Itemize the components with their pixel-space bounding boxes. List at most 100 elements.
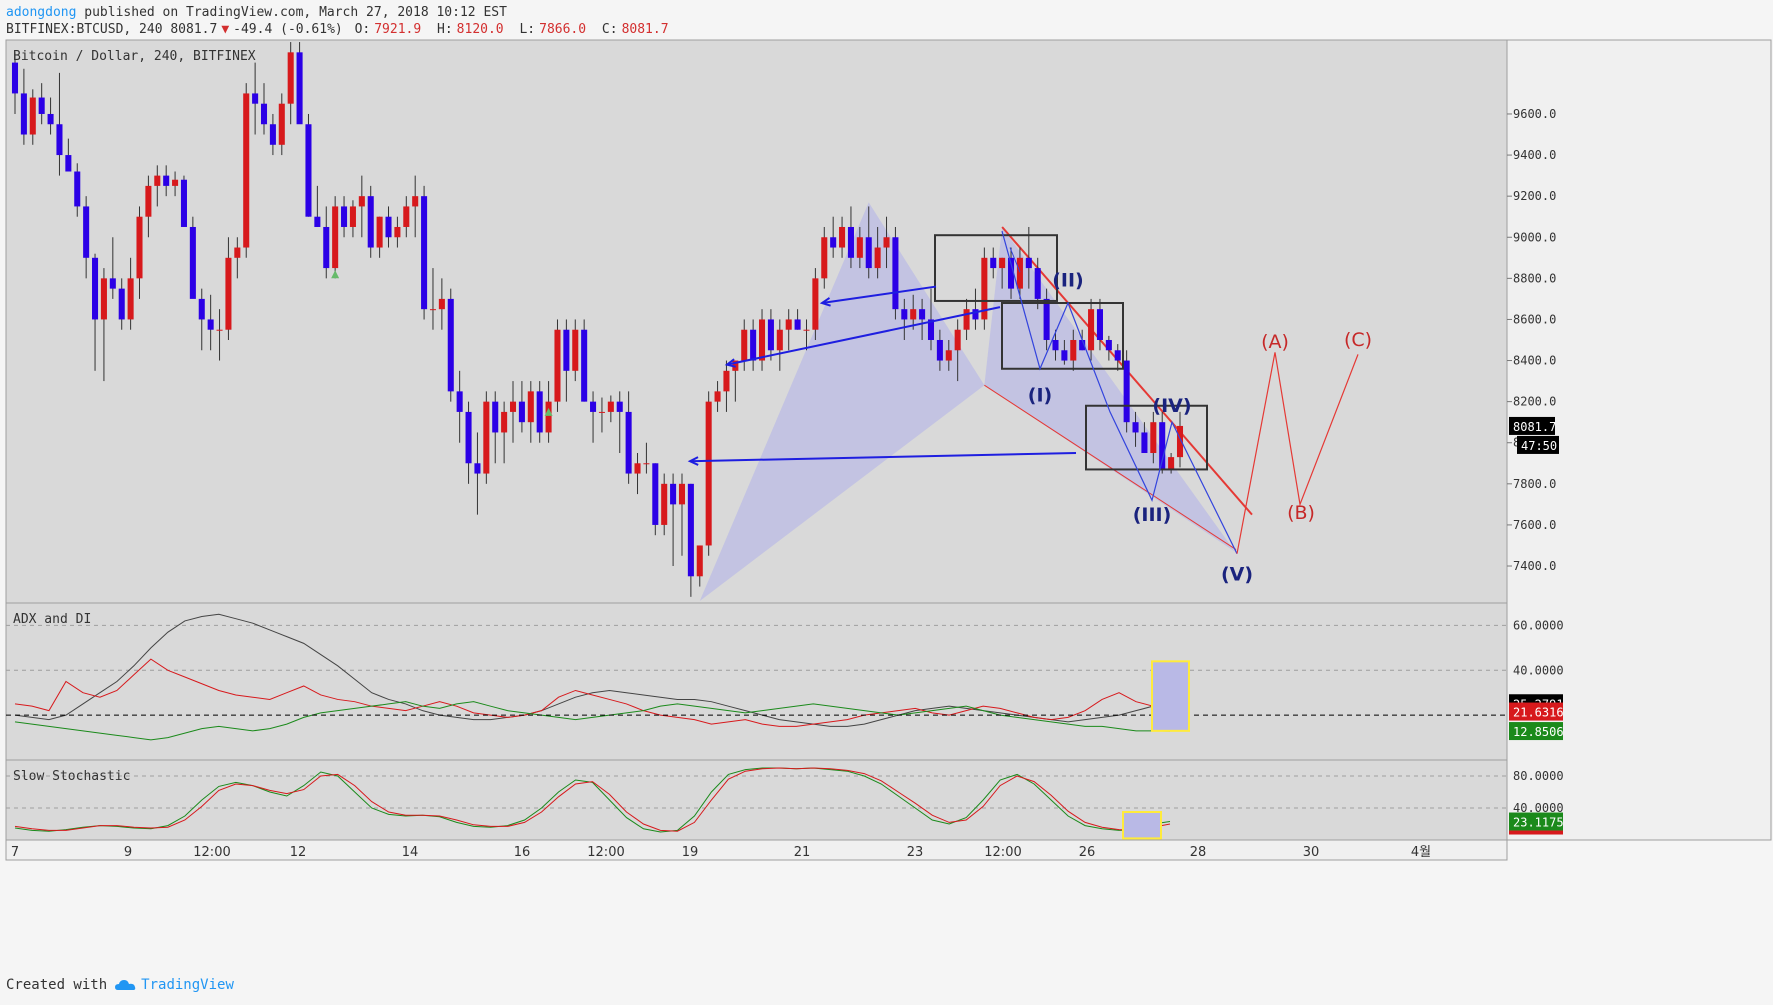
candle-body	[687, 483, 694, 577]
wave-subpath	[1009, 247, 1021, 273]
candle-body	[678, 483, 686, 505]
time-tick-label: 14	[402, 845, 419, 860]
candle-body	[465, 411, 472, 464]
candle-body	[154, 175, 161, 186]
footer: Created with TradingView	[6, 977, 234, 993]
candle-body	[901, 309, 908, 320]
candle-body	[830, 237, 837, 248]
candle-body	[554, 329, 561, 402]
adx-value-box	[1509, 722, 1563, 741]
candle-body	[990, 257, 997, 269]
time-tick-label: 21	[794, 845, 811, 860]
down-arrow-icon: ▼	[221, 22, 230, 37]
author-link[interactable]: adongdong	[6, 5, 77, 20]
arrow-to-point-a	[821, 285, 937, 304]
candle-body	[634, 463, 641, 474]
candle-body	[963, 309, 970, 330]
candle-body	[509, 401, 517, 412]
candle-body	[1168, 457, 1175, 470]
candle-body	[696, 545, 703, 577]
low-value: 7866.0	[539, 22, 587, 37]
wave-label: (III)	[1133, 504, 1172, 526]
wave-box	[934, 234, 1058, 302]
tradingview-brand-label: TradingView	[141, 977, 234, 993]
candle-body	[1096, 309, 1103, 340]
adx-tick-label: 60.0000	[1513, 618, 1564, 632]
candle-body	[714, 391, 721, 402]
wave-label: (V)	[1221, 563, 1253, 585]
candle-body	[892, 237, 899, 310]
candle-body	[412, 196, 419, 207]
stoch-highlight-box	[1122, 811, 1162, 840]
candle-body	[65, 155, 72, 172]
candle-body	[732, 360, 739, 371]
candle-body	[856, 237, 863, 258]
time-tick-label: 9	[124, 845, 132, 860]
candle-body	[341, 206, 348, 227]
candle-body	[278, 103, 285, 145]
last-price-box	[1509, 416, 1555, 435]
candle-body	[260, 103, 268, 125]
candle-body	[563, 329, 570, 371]
wave-path-red	[1236, 352, 1359, 554]
time-tick-label: 12:00	[587, 845, 624, 860]
symbol-line: BITFINEX:BTCUSD, 240 8081.7	[6, 22, 218, 37]
candle-body	[1061, 350, 1068, 361]
candle-body	[145, 185, 152, 217]
tradingview-brand[interactable]: TradingView	[115, 977, 234, 993]
candle-body	[1070, 339, 1077, 361]
candle-body	[172, 179, 179, 186]
price-tick-label: 7600.0	[1513, 518, 1556, 532]
candle-body	[83, 206, 90, 258]
candle-body	[358, 196, 365, 207]
adx-series-line	[14, 701, 1171, 741]
adx-highlight-box	[1151, 660, 1190, 732]
countdown-box	[1517, 435, 1559, 454]
candle-body	[785, 319, 792, 330]
last-price-label: 8081.7	[1513, 420, 1556, 434]
candle-body	[883, 237, 890, 248]
candle-body	[919, 309, 926, 320]
time-axis	[5, 839, 1508, 861]
candle-body	[1034, 268, 1041, 299]
candle-body	[38, 97, 45, 114]
open-label: O:	[354, 22, 371, 37]
stoch-series-line	[14, 767, 1171, 833]
candle-body	[590, 401, 597, 412]
price-tick-label: 9400.0	[1513, 148, 1556, 162]
created-with-text: Created with	[6, 977, 108, 993]
candle-body	[483, 401, 490, 474]
time-tick-label: 12:00	[984, 845, 1021, 860]
candle-body	[545, 401, 552, 433]
candle-body	[954, 329, 961, 351]
candle-body	[29, 97, 36, 135]
time-tick-label: 26	[1079, 845, 1096, 860]
candle-body	[1105, 339, 1112, 351]
candle-body	[572, 329, 579, 371]
tradingview-cloud-icon	[115, 980, 136, 990]
candle-body	[252, 93, 259, 104]
candle-body	[189, 226, 196, 299]
candle-body	[1025, 257, 1032, 269]
candle-body	[234, 247, 241, 258]
candle-body	[269, 124, 276, 145]
candle-body	[652, 463, 659, 525]
candle-body	[118, 288, 125, 320]
wave-path-blue	[1001, 230, 1238, 554]
candle-body	[243, 93, 250, 248]
high-value-group: H: 8120.0	[437, 22, 508, 37]
time-tick-label: 16	[514, 845, 531, 860]
high-label: H:	[437, 22, 453, 37]
candle-body	[385, 216, 392, 238]
support-trendline	[984, 384, 1237, 550]
price-tick-label: 7400.0	[1513, 559, 1556, 573]
stoch-value-label: 23.1175	[1513, 816, 1564, 830]
candle-body	[323, 226, 330, 269]
stoch-tick-label: 40.0000	[1513, 801, 1564, 815]
arrow-to-point-a-head	[819, 297, 831, 307]
candle-body	[305, 124, 312, 217]
candle-body	[501, 411, 508, 433]
candle-body	[812, 278, 819, 330]
close-value: 8081.7	[621, 22, 669, 37]
